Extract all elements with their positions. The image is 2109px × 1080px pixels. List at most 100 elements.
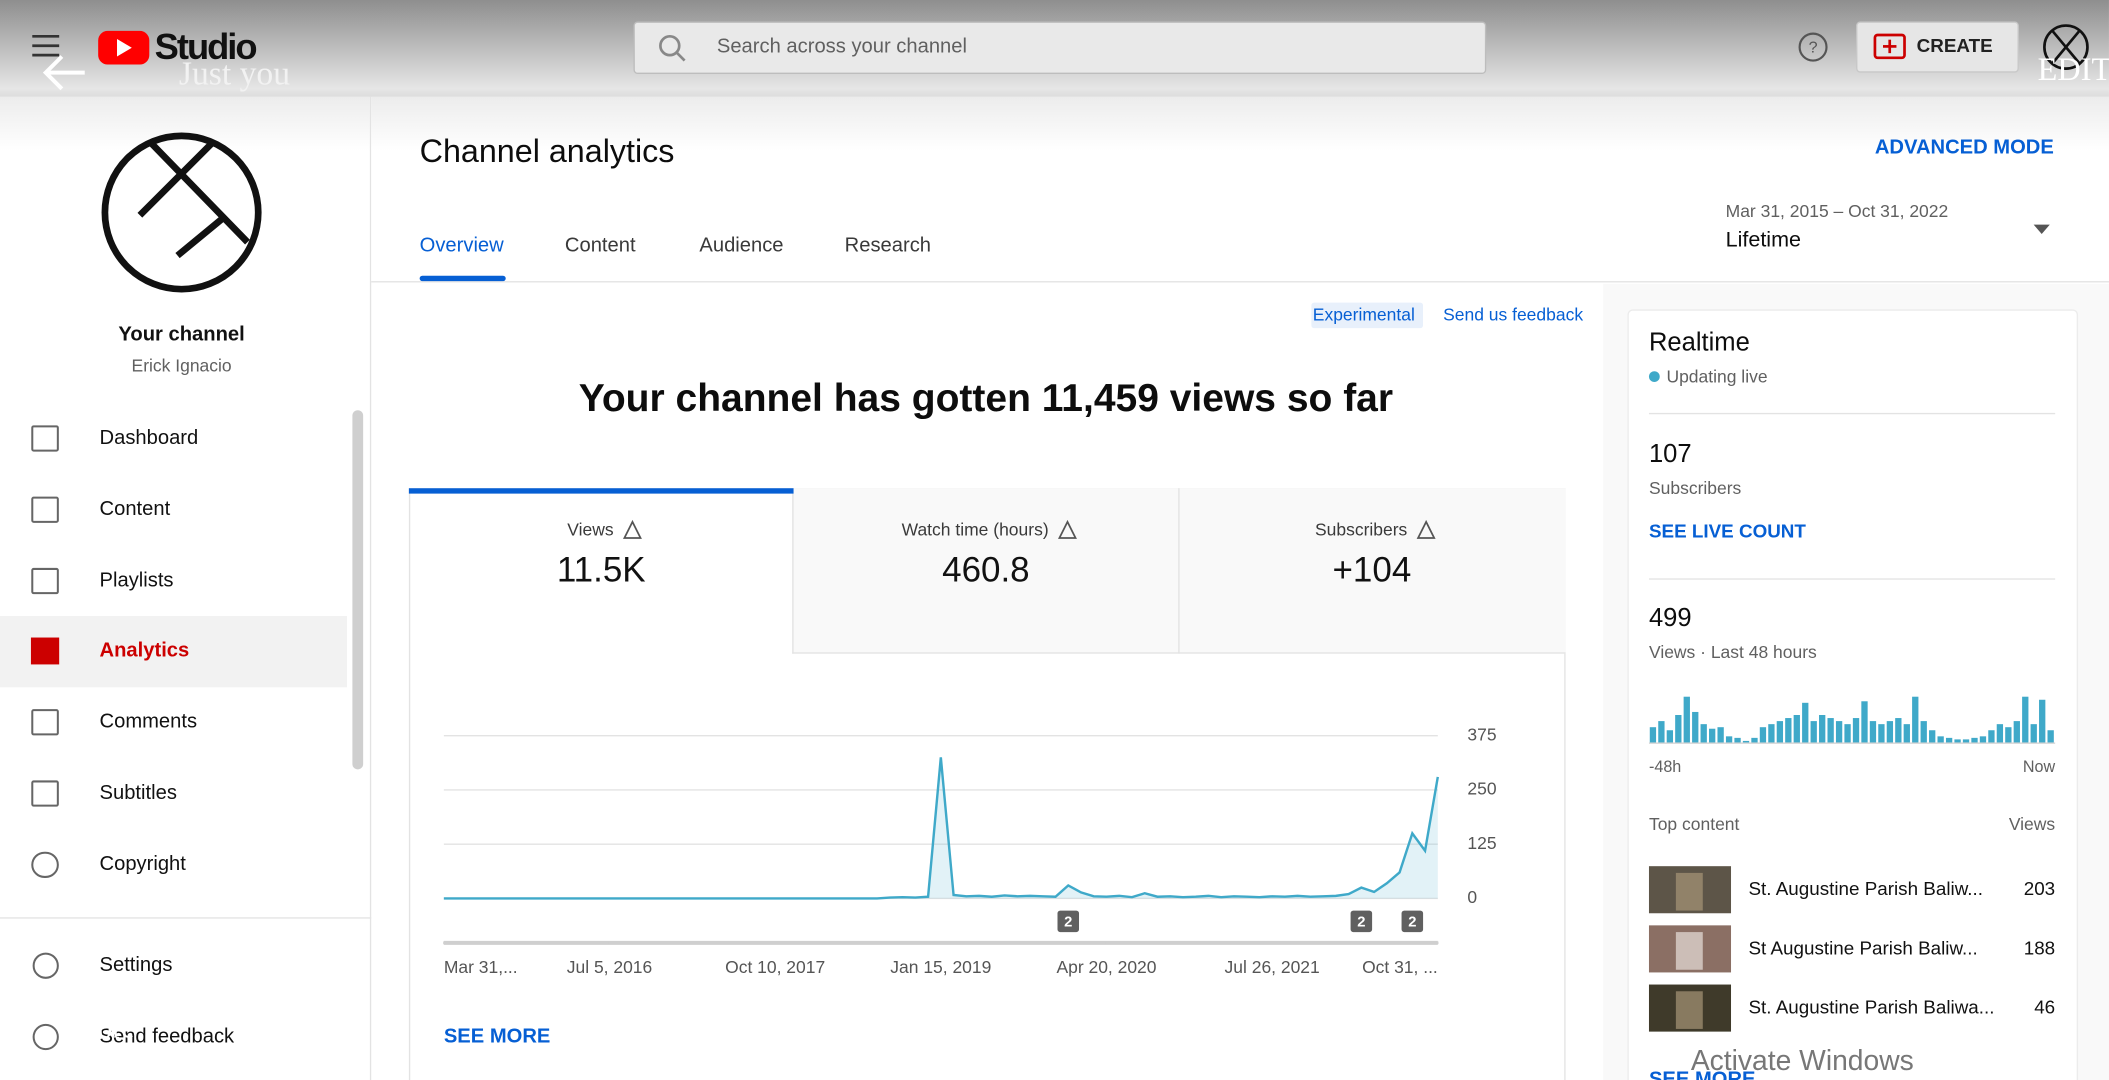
overlay-edit[interactable]: EDIT: [2037, 53, 2109, 89]
bar: [1658, 721, 1665, 743]
bar: [1920, 721, 1927, 743]
page-header: [371, 96, 2109, 283]
nav-item[interactable]: Settings: [99, 953, 173, 977]
views-header: Views: [2008, 813, 2056, 835]
nav-item[interactable]: Playlists: [99, 568, 174, 592]
menu-icon[interactable]: [32, 34, 60, 57]
period[interactable]: Lifetime: [1725, 229, 1801, 253]
channel-label: Your channel: [118, 322, 245, 346]
bar: [1835, 721, 1843, 743]
bar: [1844, 724, 1851, 743]
overlay-more[interactable]: More: [72, 1011, 135, 1045]
thumbnail-detail: [1675, 991, 1703, 1029]
search-box[interactable]: [633, 21, 1487, 74]
nav-item[interactable]: Analytics: [99, 638, 190, 662]
nav-icon: [31, 780, 59, 807]
more-dots: [79, 944, 128, 955]
bar: [2005, 727, 2012, 743]
bar: [1810, 721, 1817, 743]
metric-label[interactable]: Subscribers: [1314, 519, 1408, 540]
bar: [1861, 701, 1868, 743]
live-dot: [1648, 371, 1660, 382]
dropdown-caret[interactable]: [2033, 224, 2050, 235]
thumbnail-detail: [1675, 872, 1703, 911]
bar: [1759, 727, 1767, 743]
content-title[interactable]: St Augustine Parish Baliw...: [1748, 936, 1978, 959]
create-label[interactable]: CREATE: [1916, 34, 1993, 56]
content-title[interactable]: St. Augustine Parish Baliwa...: [1748, 996, 1995, 1018]
date-range[interactable]: Mar 31, 2015 – Oct 31, 2022: [1725, 200, 1949, 221]
tab-underline: [419, 275, 506, 282]
divider: [1648, 412, 2056, 415]
channel-name: Erick Ignacio: [131, 355, 232, 376]
bar: [1666, 730, 1674, 743]
metric-label[interactable]: Views: [567, 519, 614, 540]
bar: [1945, 737, 1953, 743]
nav-item[interactable]: Content: [99, 497, 171, 521]
nav-icon: [32, 952, 59, 979]
bar: [1742, 740, 1750, 743]
bar: [1785, 718, 1792, 743]
bar: [1700, 724, 1707, 743]
experimental-chip: [1311, 302, 1424, 329]
nav-icon: [31, 425, 59, 452]
x-tick-label: Oct 10, 2017: [725, 957, 825, 977]
search-placeholder[interactable]: Search across your channel: [716, 34, 967, 58]
y-tick-label: 250: [1467, 779, 1496, 799]
metric-value[interactable]: +104: [1332, 549, 1412, 590]
bar: [2030, 724, 2037, 743]
active-metric-bar: [408, 488, 794, 494]
see-more[interactable]: SEE MORE: [1648, 1067, 1756, 1080]
page-title: Channel analytics: [419, 133, 675, 171]
metric-value[interactable]: 460.8: [942, 549, 1030, 590]
experimental: Experimental: [1312, 304, 1415, 325]
realtime-title: Realtime: [1648, 328, 1750, 358]
tab[interactable]: Content: [564, 234, 636, 257]
nav-icon: [31, 567, 59, 595]
annotation-marker: [1057, 910, 1080, 933]
help-icon[interactable]: [1798, 32, 1828, 62]
top-content-title: Top content: [1648, 813, 1740, 835]
tab[interactable]: Overview: [419, 234, 504, 257]
see-live-count[interactable]: SEE LIVE COUNT: [1648, 519, 1806, 542]
annotation-label: 2: [1408, 915, 1416, 931]
annotation-label: 2: [1357, 915, 1365, 931]
channel-avatar[interactable]: [101, 132, 262, 293]
annotation-marker: [1350, 910, 1373, 933]
logo-text[interactable]: Studio: [154, 26, 258, 67]
metric-label[interactable]: Watch time (hours): [901, 519, 1049, 540]
content-views: 203: [2023, 877, 2056, 900]
nav-item[interactable]: Comments: [99, 710, 198, 734]
line: [443, 757, 1439, 900]
content-title[interactable]: St. Augustine Parish Baliw...: [1748, 877, 1983, 900]
divider: [0, 917, 372, 919]
views-label: Views · Last 48 hours: [1648, 641, 1817, 663]
bar: [1988, 730, 1995, 743]
nav-item[interactable]: Dashboard: [99, 426, 199, 450]
back-arrow[interactable]: [42, 55, 85, 91]
bar: [1725, 736, 1733, 743]
send-feedback[interactable]: Send us feedback: [1443, 304, 1584, 325]
nav-item[interactable]: Copyright: [99, 852, 186, 876]
bar: [2022, 696, 2029, 743]
nav-item[interactable]: Subtitles: [99, 781, 177, 805]
tab[interactable]: Research: [844, 234, 932, 257]
warning-icon: [1416, 519, 1436, 539]
nav-item[interactable]: Send feedback: [99, 1024, 235, 1048]
logo-play: [117, 39, 132, 57]
account-avatar[interactable]: [2043, 24, 2089, 70]
advanced-mode[interactable]: ADVANCED MODE: [1874, 135, 2054, 159]
x-tick-label: Mar 31,...: [444, 957, 518, 977]
bar: [1979, 736, 1987, 743]
live-status: Updating live: [1666, 366, 1768, 387]
search-icon: [659, 34, 681, 57]
see-more[interactable]: SEE MORE: [443, 1024, 551, 1048]
metric-value[interactable]: 11.5K: [556, 549, 646, 590]
overlay-add-story[interactable]: Add to story: [1921, 1011, 2063, 1045]
views-count: 499: [1648, 604, 1692, 633]
bar: [2047, 730, 2054, 743]
help-glyph: ?: [1809, 39, 1818, 57]
tab[interactable]: Audience: [699, 234, 784, 257]
